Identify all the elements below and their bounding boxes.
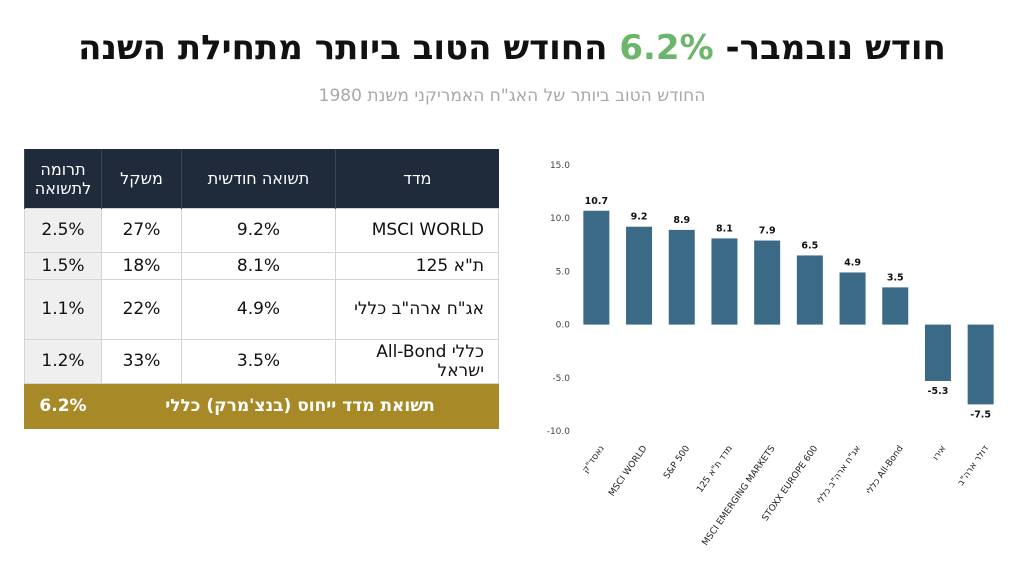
bar	[796, 255, 823, 325]
cell-monthly-return: 3.5%	[181, 339, 336, 384]
col-header-monthly-return: תשואה חודשית	[181, 149, 336, 209]
returns-table: מדד תשואה חודשית משקל תרומה לתשואה MSCI …	[24, 149, 499, 429]
table-total-row: תשואת מדד ייחוס (בנצ'מרק) כללי 6.2%	[24, 383, 499, 429]
col-header-contribution: תרומה לתשואה	[24, 149, 102, 209]
cell-contribution: 1.2%	[24, 339, 102, 384]
bar	[626, 226, 653, 325]
x-tick-label: נאסד"ק	[581, 444, 607, 475]
cell-weight: 22%	[101, 279, 182, 340]
bar	[583, 210, 610, 325]
bar	[924, 324, 951, 381]
cell-contribution: 1.1%	[24, 279, 102, 340]
table-row: אג"ח ארה"ב כללי 4.9% 22% 1.1%	[24, 279, 499, 340]
cell-contribution: 2.5%	[24, 208, 102, 253]
cell-monthly-return: 8.1%	[181, 252, 336, 280]
page-subtitle: החודש הטוב ביותר של האג"ח האמריקני משנת …	[318, 86, 706, 106]
cell-index: כללי All-Bond ישראל	[335, 339, 499, 384]
title-prefix: חודש נובמבר-	[713, 28, 946, 68]
table-row: ת"א 125 8.1% 18% 1.5%	[24, 252, 499, 280]
returns-bar-chart: 15.0 10.0 5.0 0.0 -5.0 -10.0 10.7 נאסד"ק 9.2 MSCI…	[547, 161, 994, 548]
x-tick-label: אירו	[931, 444, 948, 462]
bar	[839, 272, 866, 325]
data-label: -7.5	[970, 409, 991, 420]
cell-monthly-return: 9.2%	[181, 208, 336, 253]
total-value: 6.2%	[24, 383, 102, 429]
x-tick-label: כללי All-Bond	[865, 444, 906, 496]
cell-weight: 27%	[101, 208, 182, 253]
data-label: -5.3	[928, 386, 949, 397]
cell-monthly-return: 4.9%	[181, 279, 336, 340]
col-header-index: מדד	[335, 149, 499, 209]
table-row: MSCI WORLD 9.2% 27% 2.5%	[24, 208, 499, 253]
cell-index: MSCI WORLD	[335, 208, 499, 253]
data-label: 10.7	[585, 196, 608, 207]
x-tick-label: MSCI EMERGING MARKETS	[701, 444, 778, 548]
y-tick-label: 15.0	[550, 161, 570, 171]
data-label: 8.9	[673, 215, 690, 226]
cell-weight: 33%	[101, 339, 182, 384]
data-label: 9.2	[631, 212, 648, 223]
page-title: חודש נובמבר- 6.2% החודש הטוב ביותר מתחיל…	[0, 28, 1024, 68]
cell-index: ת"א 125	[335, 252, 499, 280]
x-tick-label: דולר ארה"ב	[956, 444, 991, 488]
data-label: 4.9	[844, 257, 861, 268]
returns-table-wrap: מדד תשואה חודשית משקל תרומה לתשואה MSCI …	[24, 149, 499, 429]
cell-contribution: 1.5%	[24, 252, 102, 280]
title-accent: 6.2%	[619, 28, 714, 68]
x-tick-label: מדד ת"א 125	[695, 444, 735, 495]
y-tick-label: 0.0	[556, 321, 571, 331]
y-tick-label: -5.0	[552, 374, 570, 384]
col-header-weight: משקל	[101, 149, 182, 209]
y-tick-label: -10.0	[547, 427, 571, 437]
bar	[668, 229, 695, 325]
bar	[711, 238, 738, 325]
cell-weight: 18%	[101, 252, 182, 280]
cell-index: אג"ח ארה"ב כללי	[335, 279, 499, 340]
title-suffix: החודש הטוב ביותר מתחילת השנה	[78, 28, 620, 68]
data-label: 3.5	[887, 272, 904, 283]
total-label: תשואת מדד ייחוס (בנצ'מרק) כללי	[101, 383, 499, 429]
x-tick-label: אג"ח ארה"ב כללי	[815, 444, 863, 506]
table-header-row: מדד תשואה חודשית משקל תרומה לתשואה	[24, 149, 499, 209]
y-tick-label: 10.0	[550, 214, 570, 224]
y-tick-label: 5.0	[556, 267, 571, 277]
data-label: 7.9	[759, 226, 776, 237]
x-tick-label: MSCI WORLD	[607, 444, 649, 498]
x-tick-label: S&P 500	[662, 444, 692, 481]
data-label: 8.1	[716, 223, 733, 234]
bar	[754, 240, 781, 325]
data-label: 6.5	[801, 240, 818, 251]
table-row: כללי All-Bond ישראל 3.5% 33% 1.2%	[24, 339, 499, 384]
bar	[967, 324, 994, 405]
bar	[882, 287, 909, 325]
